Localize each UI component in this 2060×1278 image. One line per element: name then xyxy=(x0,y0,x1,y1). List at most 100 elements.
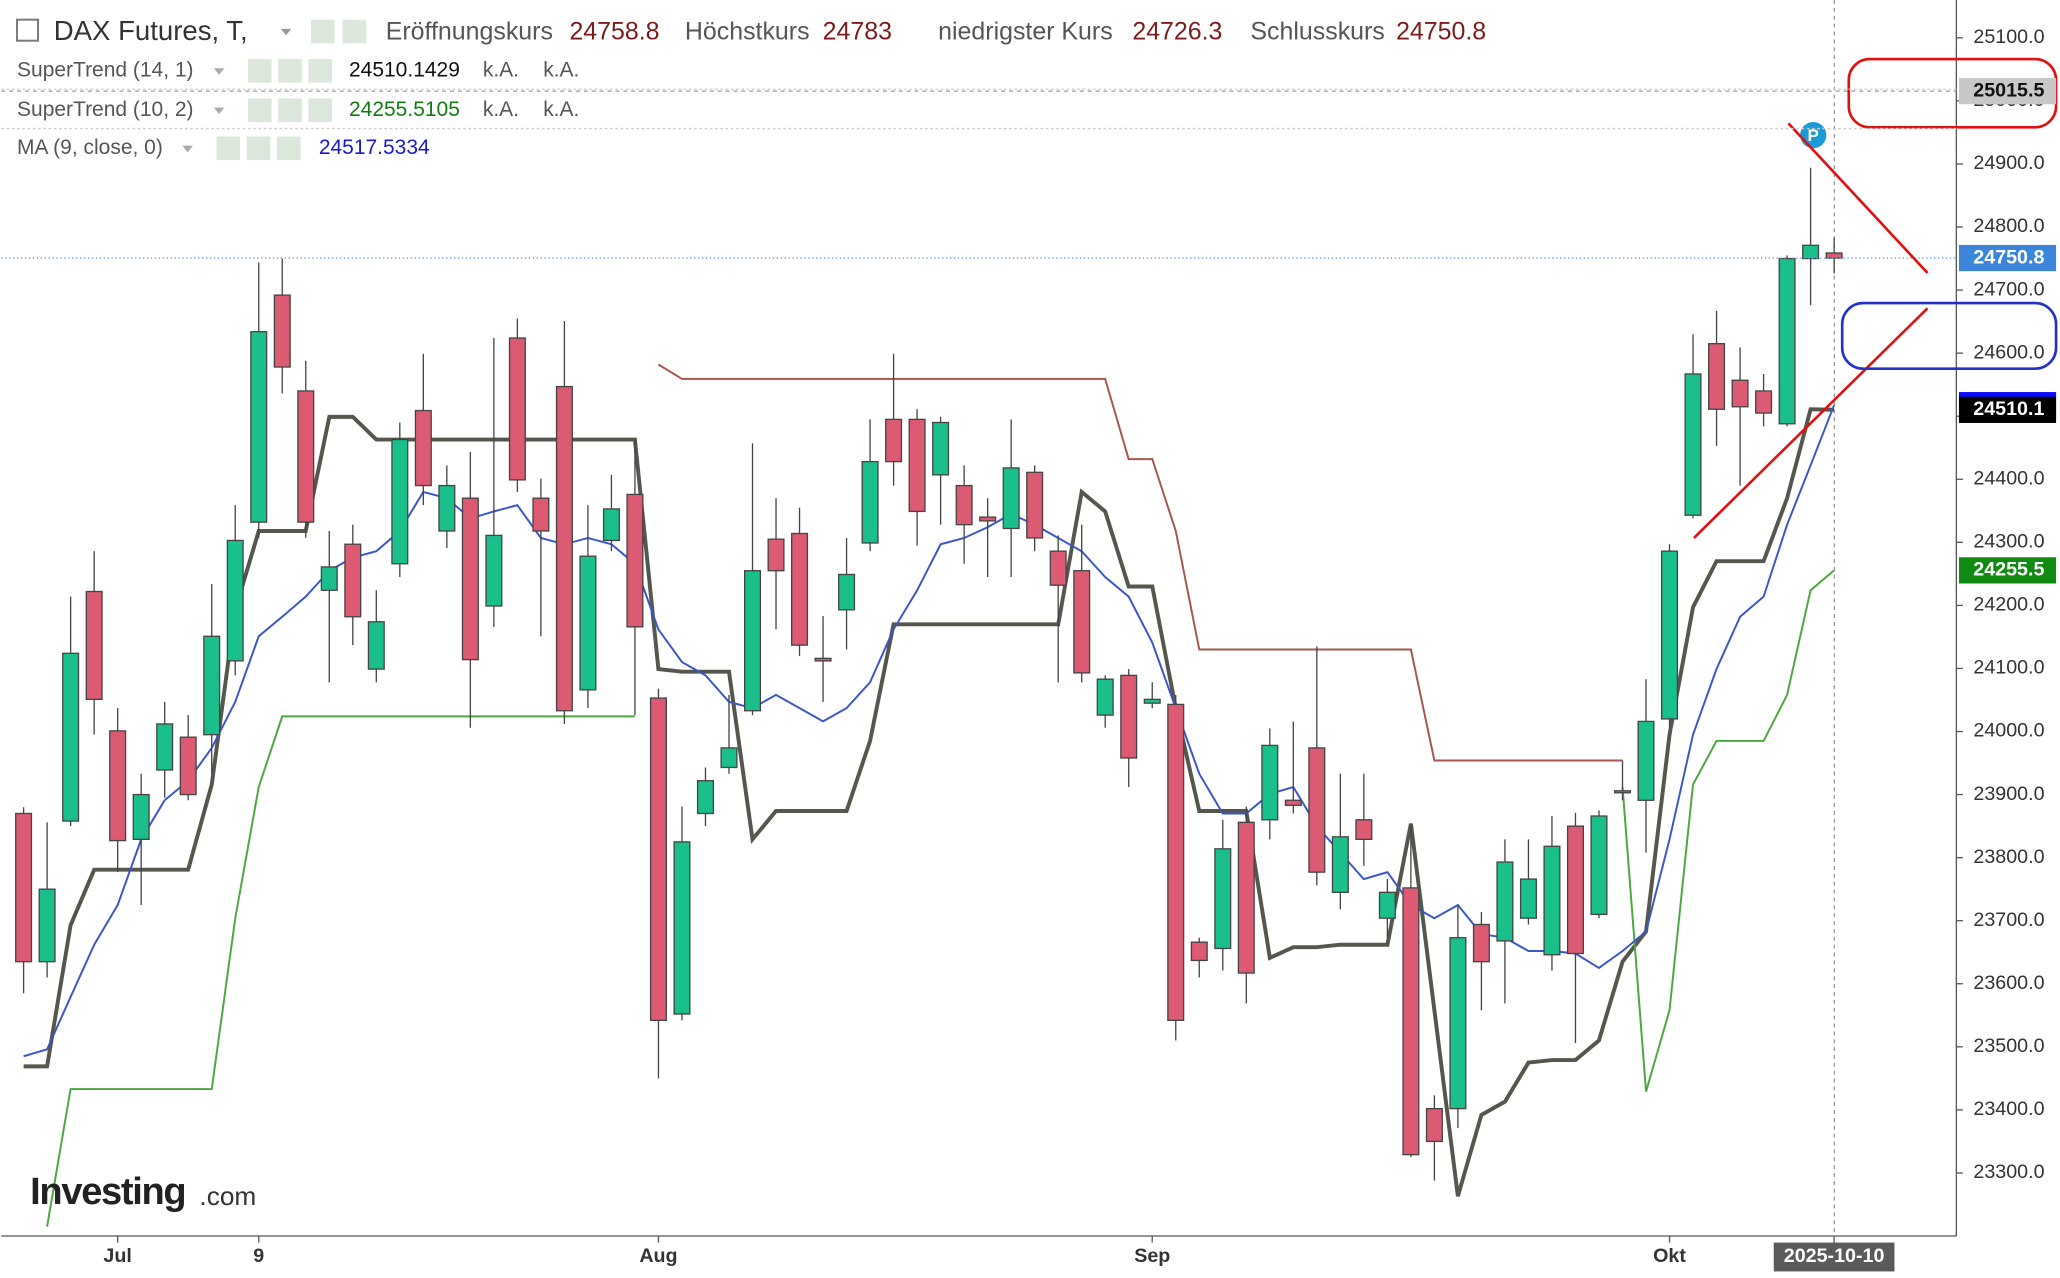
price-tag xyxy=(1958,78,2057,105)
candle-body xyxy=(1049,550,1067,586)
candle-body xyxy=(1261,744,1279,821)
candle-body xyxy=(1566,825,1585,955)
candle-body xyxy=(1496,861,1514,942)
y-tick-label: 24000.0 xyxy=(1973,720,2044,742)
candle-body xyxy=(1002,467,1020,530)
price-tag xyxy=(1958,244,2057,272)
legend-name: SuperTrend (14, 1) xyxy=(17,58,194,81)
legend-icon[interactable] xyxy=(247,59,272,83)
legend-icon[interactable] xyxy=(278,98,302,123)
collapse-icon[interactable] xyxy=(16,18,40,42)
legend-name: MA (9, close, 0) xyxy=(17,136,163,159)
candle-body xyxy=(1143,698,1161,704)
ohlc-value: 24758.8 xyxy=(569,17,659,45)
candle-body xyxy=(555,385,573,712)
candle-body xyxy=(1637,720,1655,801)
candle-body xyxy=(109,730,127,842)
candle-body xyxy=(885,418,903,463)
ohlc-label: Höchstkurs xyxy=(685,17,810,45)
candle-body xyxy=(508,337,526,481)
eye-icon[interactable] xyxy=(310,19,335,44)
candle-body xyxy=(461,497,479,661)
candle-body xyxy=(579,555,597,691)
indicator-line xyxy=(1621,569,1835,1092)
candle-body xyxy=(85,590,103,701)
x-tick-label: Jul xyxy=(103,1245,131,1267)
candle-body xyxy=(649,697,667,1021)
candle-body xyxy=(1472,923,1490,963)
dropdown-icon[interactable] xyxy=(213,107,225,115)
legend-icon[interactable] xyxy=(276,136,301,161)
candle-body xyxy=(344,543,362,618)
ohlc-label: Schlusskurs xyxy=(1250,17,1384,45)
price-tag-label: 24255.5 xyxy=(1973,559,2044,581)
candle-body xyxy=(1613,790,1632,794)
candle-body xyxy=(226,539,244,662)
dropdown-icon[interactable] xyxy=(182,145,193,153)
candle-body xyxy=(320,566,338,591)
legend-value: 24510.1429 xyxy=(349,58,460,81)
legend-icon[interactable] xyxy=(308,59,332,83)
legend-value: 24517.5334 xyxy=(319,136,430,159)
legend: SuperTrend (14, 1) 24510.1429 k.A. k.A. Supe… xyxy=(1,58,1957,161)
y-tick-label: 24400.0 xyxy=(1973,467,2044,489)
x-tick-label: 9 xyxy=(253,1245,264,1267)
candle-body xyxy=(438,484,456,532)
y-tick-label: 23600.0 xyxy=(1973,972,2044,994)
candle-body xyxy=(250,331,268,523)
legend-value: 24255.5105 xyxy=(349,98,460,121)
legend-icon[interactable] xyxy=(308,98,332,123)
candle-body xyxy=(1825,252,1843,259)
dropdown-icon[interactable] xyxy=(213,68,225,75)
plot-area: P xyxy=(1,90,1957,1227)
candle-body xyxy=(1355,819,1373,841)
dropdown-icon[interactable] xyxy=(280,28,292,36)
y-tick-label: 24600.0 xyxy=(1973,341,2044,363)
candle-body xyxy=(1308,747,1326,873)
x-tick-label: Aug xyxy=(639,1245,677,1267)
candle-body xyxy=(1802,244,1820,260)
candle-body xyxy=(485,534,503,607)
candle-body xyxy=(1402,887,1420,1156)
price-tag xyxy=(1958,557,2057,584)
candle-body xyxy=(1543,845,1561,956)
candle-body xyxy=(532,497,550,532)
candle-body xyxy=(132,793,150,841)
ohlc-header: Eröffnungskurs 24758.8 Höchstkurs 24783 nied… xyxy=(386,17,1486,45)
candle-body xyxy=(767,538,785,572)
event-marker-label: P xyxy=(1808,126,1819,145)
y-tick-label: 23300.0 xyxy=(1973,1161,2044,1183)
legend-icon[interactable] xyxy=(247,98,272,123)
candle-body xyxy=(273,294,291,368)
legend-icon[interactable] xyxy=(246,136,271,161)
drawing-line xyxy=(1787,122,1929,274)
candle-body xyxy=(602,508,620,542)
candle-body xyxy=(1073,570,1091,674)
x-tick-label: Okt xyxy=(1653,1245,1686,1267)
indicator-line xyxy=(23,407,1835,1197)
candle-body xyxy=(1237,821,1255,974)
x-tick-label: 2025-10-10 xyxy=(1784,1245,1885,1267)
indicator-line xyxy=(46,715,635,1227)
y-tick-label: 24800.0 xyxy=(1973,215,2044,237)
candle-body xyxy=(1378,891,1396,919)
candle-body xyxy=(626,493,644,628)
candle-body xyxy=(955,484,973,526)
y-tick-label: 23900.0 xyxy=(1973,783,2044,805)
price-tag xyxy=(1958,396,2057,423)
candle-body xyxy=(1519,878,1537,919)
gear-icon[interactable] xyxy=(342,19,367,44)
y-tick-label: 23800.0 xyxy=(1973,846,2044,868)
legend-extra: k.A. xyxy=(483,98,519,121)
watermark: Investing xyxy=(30,1171,185,1213)
candle-body xyxy=(179,736,197,796)
candle-body xyxy=(367,621,385,670)
legend-icon[interactable] xyxy=(278,59,302,83)
candle-body xyxy=(1708,343,1726,410)
y-tick-label: 24200.0 xyxy=(1973,594,2044,616)
ohlc-value: 24783 xyxy=(823,17,892,45)
legend-icon[interactable] xyxy=(216,136,241,161)
candle-body xyxy=(1660,550,1679,720)
